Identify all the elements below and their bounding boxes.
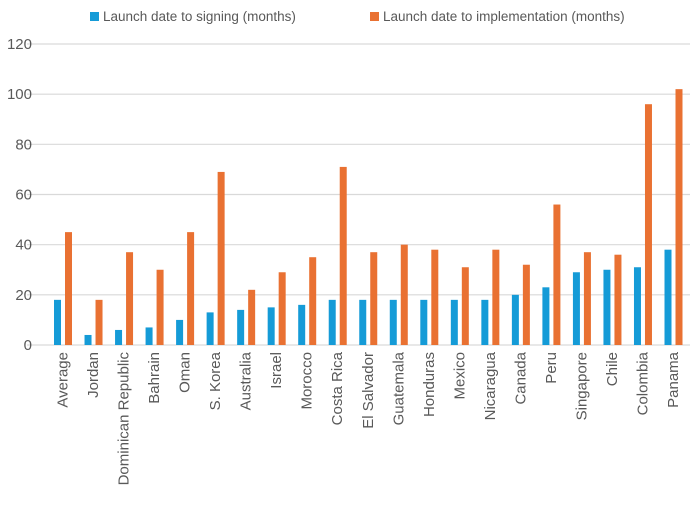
bar-signing <box>206 312 214 345</box>
bar-signing <box>664 249 672 345</box>
legend-swatch-implementation <box>370 12 379 21</box>
x-tick-label: Israel <box>268 352 285 389</box>
bar-signing <box>115 329 123 345</box>
bar-implementation <box>461 267 469 345</box>
y-tick-label: 100 <box>7 86 32 103</box>
x-tick-label: Singapore <box>573 352 590 420</box>
bar-signing <box>359 299 367 345</box>
x-tick-label: Honduras <box>421 352 438 417</box>
bar-signing <box>54 299 61 345</box>
y-tick-label: 120 <box>7 36 32 53</box>
bar-implementation <box>126 252 134 345</box>
x-tick-label: El Salvador <box>360 352 377 429</box>
bar-signing <box>511 294 519 345</box>
bar-signing <box>267 307 275 345</box>
bar-implementation <box>492 249 500 345</box>
y-axis-ticks: 0 20 40 60 80 100 120 <box>7 36 32 354</box>
bar-implementation <box>95 299 103 345</box>
bar-signing <box>572 272 580 345</box>
x-tick-label: Average <box>55 352 72 408</box>
y-tick-label: 20 <box>15 287 32 304</box>
bar-implementation <box>553 204 561 345</box>
bar-signing <box>298 304 306 345</box>
x-tick-label: Panama <box>665 351 682 408</box>
bar-signing <box>481 299 489 345</box>
x-axis-labels: Average Jordan Dominican Republic Bahrain Om… <box>55 351 683 485</box>
bar-signing <box>176 319 184 345</box>
bar-signing <box>328 299 336 345</box>
bar-implementation <box>187 232 195 345</box>
legend-label-signing: Launch date to signing (months) <box>103 9 296 24</box>
bar-implementation <box>156 269 164 345</box>
x-tick-label: Australia <box>238 351 255 410</box>
bars <box>54 89 683 346</box>
x-tick-label: Canada <box>512 351 529 404</box>
bar-signing <box>237 309 245 345</box>
bar-signing <box>603 269 611 345</box>
bar-implementation <box>370 252 378 345</box>
x-tick-label: Morocco <box>299 352 316 410</box>
x-tick-label: Dominican Republic <box>116 352 133 486</box>
legend-swatch-signing <box>90 12 99 21</box>
bar-implementation <box>339 166 347 345</box>
bar-signing <box>389 299 397 345</box>
bar-implementation <box>278 272 286 345</box>
bar-implementation <box>644 104 652 345</box>
bar-signing <box>542 287 550 345</box>
bar-implementation <box>65 232 72 345</box>
y-tick-label: 60 <box>15 187 32 204</box>
gridlines <box>27 43 690 346</box>
bar-implementation <box>583 252 591 345</box>
x-tick-label: Guatemala <box>390 351 407 425</box>
legend-label-implementation: Launch date to implementation (months) <box>383 9 625 24</box>
bar-signing <box>420 299 428 345</box>
legend: Launch date to signing (months) Launch d… <box>90 9 625 24</box>
x-tick-label: Peru <box>543 352 560 384</box>
x-tick-label: Oman <box>177 352 194 393</box>
bar-signing <box>84 334 92 345</box>
bar-signing <box>633 267 641 345</box>
x-tick-label: Colombia <box>634 351 651 415</box>
x-tick-label: S. Korea <box>207 351 224 410</box>
x-tick-label: Nicaragua <box>482 351 499 420</box>
x-tick-label: Costa Rica <box>329 351 346 425</box>
x-tick-label: Bahrain <box>146 352 163 404</box>
bar-implementation <box>675 89 683 346</box>
y-tick-label: 0 <box>24 337 32 354</box>
x-tick-label: Chile <box>604 352 621 386</box>
bar-implementation <box>522 264 530 345</box>
y-tick-label: 80 <box>15 136 32 153</box>
bar-signing <box>145 327 153 345</box>
bar-implementation <box>614 254 622 345</box>
x-tick-label: Jordan <box>85 352 102 398</box>
x-tick-label: Mexico <box>451 352 468 400</box>
bar-implementation <box>248 289 256 345</box>
bar-implementation <box>217 171 225 345</box>
bar-implementation <box>309 257 317 345</box>
bar-implementation <box>431 249 439 345</box>
y-tick-label: 40 <box>15 237 32 254</box>
bar-implementation <box>400 244 408 345</box>
bar-signing <box>450 299 458 345</box>
